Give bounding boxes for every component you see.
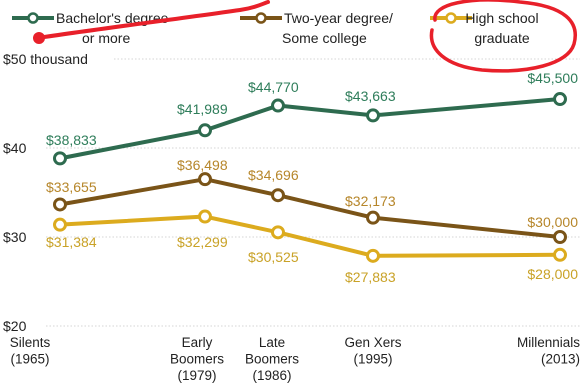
data-point: [198, 123, 212, 138]
data-label: $30,525: [248, 249, 299, 265]
data-label: $43,663: [345, 88, 396, 104]
data-label: $34,696: [248, 167, 299, 183]
data-point: [553, 247, 567, 262]
data-label: $38,833: [46, 132, 97, 148]
data-label: $30,000: [527, 214, 578, 230]
series-line: [58, 97, 562, 161]
data-label: $44,770: [248, 79, 299, 95]
y-axis-ticks: $20 $30 $40 $50 thousand: [3, 51, 88, 334]
data-point: [271, 225, 285, 240]
data-point: [553, 92, 567, 107]
data-label: $27,883: [345, 269, 396, 285]
annotation-stroke: [36, 0, 270, 40]
handwritten-annotations: [33, 0, 577, 73]
data-label: $36,498: [177, 157, 228, 173]
series-line: [58, 177, 562, 239]
data-label: $28,000: [527, 266, 578, 282]
data-label: $41,989: [177, 101, 228, 117]
data-label: $45,500: [527, 70, 578, 86]
y-tick-label: $50 thousand: [3, 51, 88, 67]
data-point: [366, 108, 380, 123]
legend-marker: [27, 12, 39, 24]
data-label: $31,384: [46, 234, 97, 250]
legend-marker: [255, 12, 267, 24]
x-tick-label: Gen Xers (1995): [344, 335, 401, 367]
x-tick-label: Millennials (2013): [517, 335, 580, 367]
x-tick-label: Late Boomers (1986): [245, 335, 299, 383]
data-point: [53, 151, 67, 166]
x-axis-labels: Silents (1965) Early Boomers (1979) Late Boome…: [10, 335, 580, 383]
legend-label: High school graduate: [465, 10, 538, 46]
legend-marker: [445, 12, 457, 24]
y-tick-label: $30: [3, 229, 27, 245]
data-point: [271, 188, 285, 203]
y-tick-label: $40: [3, 140, 27, 156]
data-point: [366, 210, 380, 225]
data-label: $33,655: [46, 179, 97, 195]
annotation-dot: [33, 32, 45, 44]
x-tick-label: Silents (1965): [10, 335, 51, 367]
series-lines: [53, 92, 567, 263]
annotation-circle: [429, 0, 577, 73]
x-tick-label: Early Boomers (1979): [170, 335, 224, 383]
data-point: [198, 209, 212, 224]
legend-label: Two-year degree/Some college: [282, 10, 393, 46]
data-label: $32,299: [177, 234, 228, 250]
y-tick-label: $20: [3, 318, 27, 334]
data-label: $32,173: [345, 193, 396, 209]
data-point: [553, 230, 567, 244]
data-point: [53, 197, 67, 212]
data-point: [271, 98, 285, 113]
data-point: [198, 172, 212, 187]
gridlines: [46, 58, 580, 327]
data-point: [366, 248, 380, 263]
series-line: [58, 214, 562, 258]
data-point: [53, 217, 67, 232]
data-labels: $38,833 $41,989 $44,770 $43,663 $45,500 $33,6…: [46, 70, 578, 285]
